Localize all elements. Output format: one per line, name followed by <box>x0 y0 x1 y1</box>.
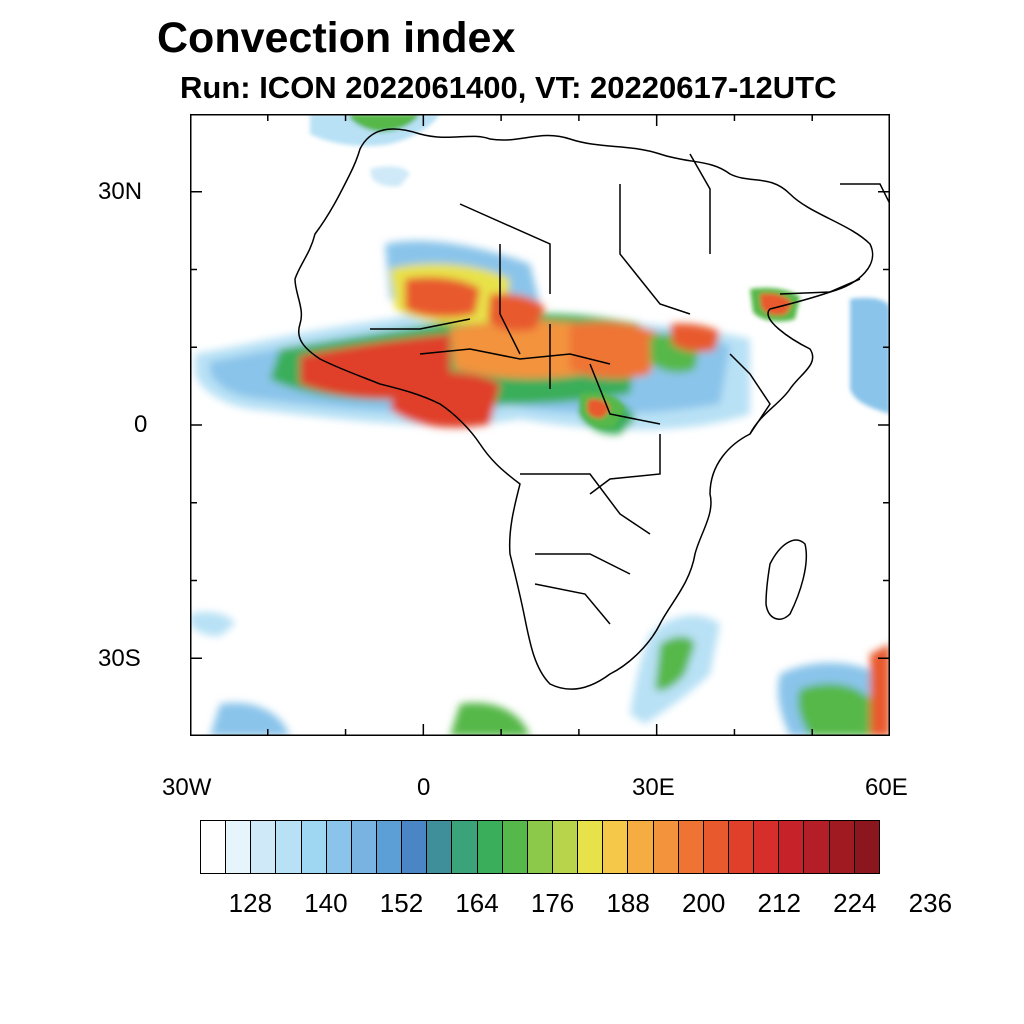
colorbar-swatch <box>552 821 579 873</box>
colorbar-tick-label: 152 <box>379 888 424 918</box>
colorbar-swatch <box>452 821 478 873</box>
colorbar-swatch <box>226 821 252 873</box>
colorbar-swatch <box>276 821 302 873</box>
map-frame <box>190 114 890 736</box>
colorbar-swatch <box>477 821 503 873</box>
chart-title: Convection index <box>157 14 516 62</box>
colorbar-swatch <box>829 821 855 873</box>
colorbar-swatch <box>779 821 805 873</box>
y-tick-30n: 30N <box>98 178 143 205</box>
axis-ticks <box>190 114 890 736</box>
colorbar-swatch <box>653 821 679 873</box>
colorbar-swatch <box>527 821 553 873</box>
colorbar-swatch <box>754 821 780 873</box>
colorbar-swatch <box>854 821 879 873</box>
x-tick-30e: 30E <box>632 774 675 801</box>
colorbar-swatch <box>251 821 277 873</box>
colorbar-tick-label: 224 <box>833 888 877 918</box>
convection-field <box>190 114 890 736</box>
colorbar-swatch <box>427 821 453 873</box>
colorbar-tick-label: 176 <box>530 888 575 918</box>
coastlines <box>294 128 890 690</box>
map-panel: 30W 0 30E 60E 30N 0 30S <box>98 114 908 801</box>
map-svg <box>190 114 890 736</box>
x-tick-0: 0 <box>417 774 431 801</box>
colorbar-tick-label: 200 <box>682 888 726 918</box>
colorbar-swatch <box>703 821 729 873</box>
colorbar-swatch <box>376 821 403 873</box>
colorbar-swatch <box>201 821 227 873</box>
x-tick-60e: 60E <box>865 774 908 801</box>
colorbar-swatch <box>728 821 755 873</box>
y-tick-30s: 30S <box>98 645 141 672</box>
y-tick-0: 0 <box>134 411 148 438</box>
colorbar-swatch <box>351 821 377 873</box>
colorbar-swatch <box>402 821 428 873</box>
colorbar-tick-label: 164 <box>455 888 499 918</box>
colorbar-swatch <box>301 821 327 873</box>
colorbar-tick-label: 212 <box>757 888 801 918</box>
x-tick-30w: 30W <box>162 774 212 801</box>
colorbar-swatch <box>578 821 604 873</box>
colorbar-tick-label: 140 <box>304 888 348 918</box>
colorbar-swatch <box>502 821 528 873</box>
colorbar-swatch <box>804 821 830 873</box>
colorbar <box>200 820 880 874</box>
colorbar-tick-label: 188 <box>606 888 650 918</box>
chart-subtitle: Run: ICON 2022061400, VT: 20220617-12UTC <box>180 70 837 105</box>
colorbar-swatch <box>678 821 704 873</box>
colorbar-swatch <box>628 821 654 873</box>
colorbar-swatch <box>326 821 352 873</box>
colorbar-swatch <box>603 821 629 873</box>
colorbar-tick-label: 236 <box>908 888 953 918</box>
colorbar-tick-label: 128 <box>228 888 273 918</box>
